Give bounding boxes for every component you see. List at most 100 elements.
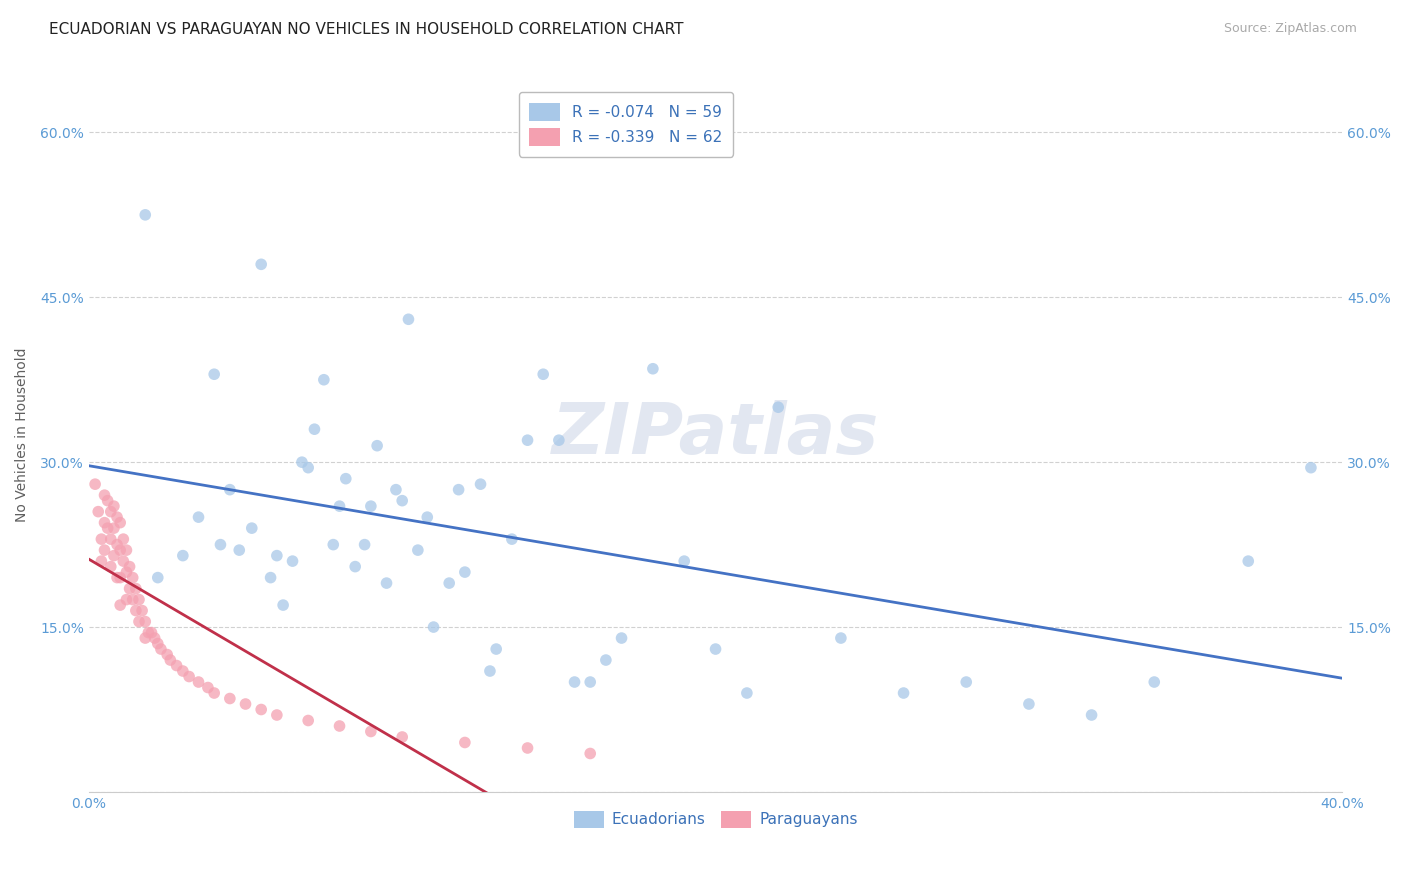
Point [266,549,288,563]
Point [893,686,915,700]
Point [235,697,257,711]
Point [172,664,194,678]
Point [830,631,852,645]
Point [516,741,538,756]
Point [118,582,141,596]
Point [228,543,250,558]
Point [197,681,219,695]
Point [131,604,153,618]
Point [579,675,602,690]
Point [375,576,398,591]
Point [97,521,120,535]
Point [93,488,115,502]
Point [134,208,156,222]
Point [516,433,538,447]
Point [100,505,122,519]
Point [344,559,367,574]
Point [454,565,477,579]
Point [266,708,288,723]
Point [437,576,460,591]
Point [422,620,444,634]
Point [281,554,304,568]
Point [105,510,128,524]
Point [478,664,501,678]
Point [312,373,335,387]
Point [115,592,138,607]
Text: Source: ZipAtlas.com: Source: ZipAtlas.com [1223,22,1357,36]
Point [335,472,357,486]
Point [105,538,128,552]
Point [112,554,135,568]
Point [84,477,107,491]
Point [328,499,350,513]
Point [128,592,150,607]
Point [103,499,125,513]
Point [579,747,602,761]
Point [250,702,273,716]
Point [322,538,344,552]
Point [100,559,122,574]
Point [547,433,569,447]
Point [271,598,294,612]
Point [1143,675,1166,690]
Point [218,691,240,706]
Point [1018,697,1040,711]
Y-axis label: No Vehicles in Household: No Vehicles in Household [15,348,30,522]
Point [115,565,138,579]
Point [704,642,727,657]
Point [121,571,143,585]
Point [125,582,148,596]
Point [501,532,523,546]
Point [146,571,169,585]
Point [128,615,150,629]
Point [218,483,240,497]
Point [673,554,696,568]
Point [172,549,194,563]
Point [955,675,977,690]
Point [1237,554,1260,568]
Point [108,543,131,558]
Point [735,686,758,700]
Text: ECUADORIAN VS PARAGUAYAN NO VEHICLES IN HOUSEHOLD CORRELATION CHART: ECUADORIAN VS PARAGUAYAN NO VEHICLES IN … [49,22,683,37]
Point [143,631,166,645]
Point [159,653,181,667]
Point [90,532,112,546]
Point [297,714,319,728]
Point [115,543,138,558]
Point [103,549,125,563]
Point [641,361,664,376]
Point [250,257,273,271]
Point [360,499,382,513]
Point [141,625,163,640]
Point [297,460,319,475]
Point [93,516,115,530]
Point [304,422,326,436]
Text: ZIPatlas: ZIPatlas [553,401,879,469]
Point [385,483,408,497]
Point [134,631,156,645]
Point [166,658,188,673]
Point [447,483,470,497]
Point [470,477,492,491]
Point [146,636,169,650]
Point [240,521,263,535]
Point [125,604,148,618]
Point [416,510,439,524]
Point [121,592,143,607]
Point [366,439,388,453]
Point [138,625,160,640]
Point [118,559,141,574]
Point [564,675,586,690]
Point [209,538,232,552]
Point [134,615,156,629]
Point [93,543,115,558]
Point [156,648,179,662]
Point [108,598,131,612]
Point [90,554,112,568]
Point [97,493,120,508]
Point [398,312,420,326]
Point [485,642,508,657]
Point [1299,460,1322,475]
Point [108,516,131,530]
Point [595,653,617,667]
